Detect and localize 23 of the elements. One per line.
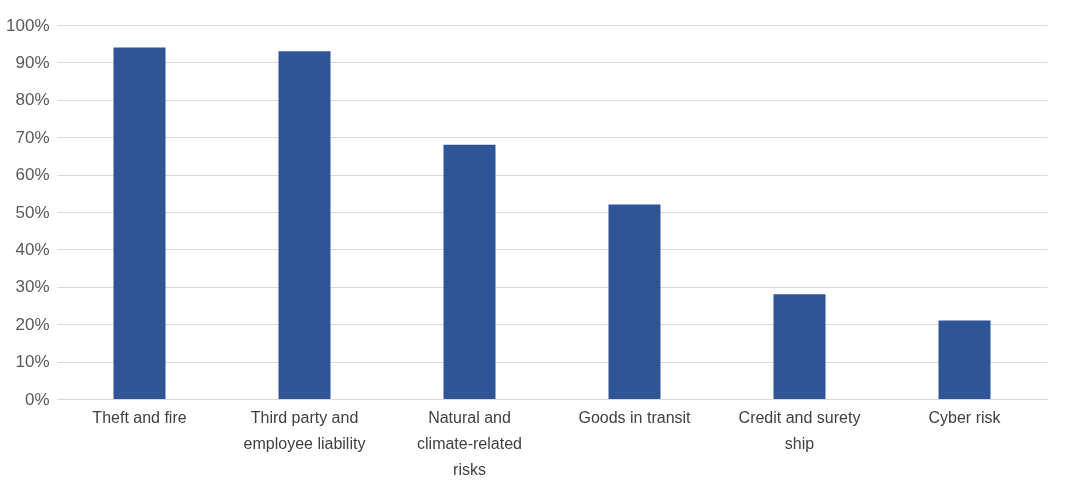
bar (773, 294, 826, 399)
y-tick-label: 10% (15, 352, 50, 372)
x-tick-label: Natural and climate-related risks (417, 408, 522, 478)
bar (608, 204, 661, 399)
y-tick-label: 0% (24, 389, 50, 409)
x-tick-label: Theft and fire (92, 408, 187, 426)
x-tick-label: Goods in transit (578, 408, 692, 426)
y-tick-label: 20% (15, 314, 50, 334)
x-tick-label: Credit and surety ship (738, 408, 861, 452)
bar (278, 51, 331, 399)
bar (113, 47, 166, 399)
x-tick-label: Third party and employee liability (243, 408, 366, 452)
y-tick-label: 40% (15, 239, 50, 259)
bar (443, 144, 496, 399)
y-tick-label: 100% (6, 15, 50, 35)
y-tick-label: 60% (15, 165, 50, 185)
y-tick-label: 50% (15, 202, 50, 222)
y-tick-label: 80% (15, 90, 50, 110)
y-tick-label: 70% (15, 127, 50, 147)
y-tick-label: 90% (15, 52, 50, 72)
bar (938, 320, 991, 399)
y-tick-label: 30% (15, 277, 50, 297)
x-tick-label: Cyber risk (928, 408, 1002, 426)
